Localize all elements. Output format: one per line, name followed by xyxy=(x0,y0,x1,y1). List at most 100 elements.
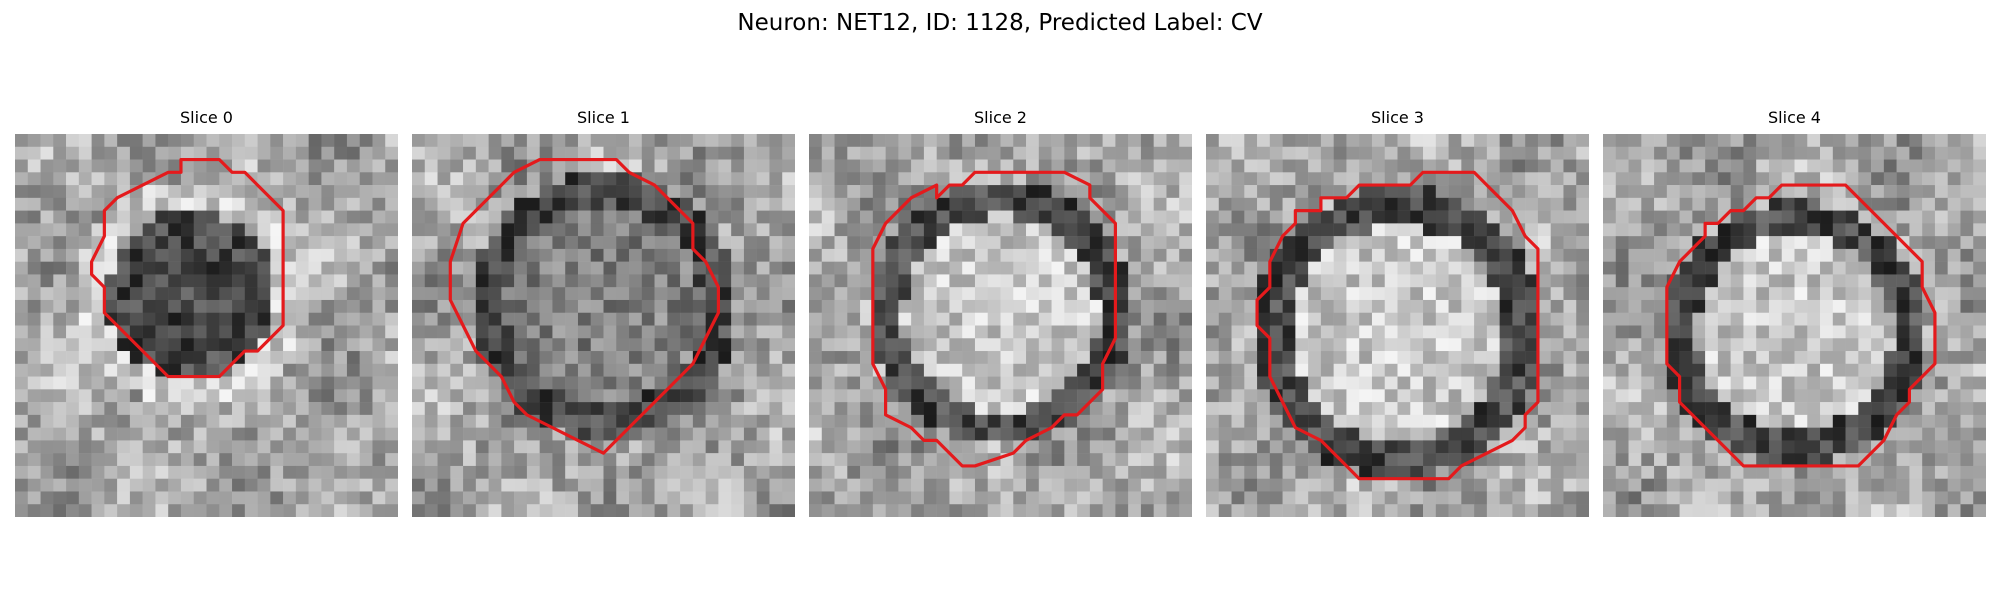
pixel xyxy=(590,453,604,467)
pixel xyxy=(514,363,528,377)
pixel xyxy=(1166,363,1180,377)
pixel xyxy=(1756,197,1770,211)
pixel xyxy=(526,478,540,492)
pixel xyxy=(1666,504,1680,517)
pixel xyxy=(809,146,823,160)
pixel xyxy=(488,325,502,339)
pixel xyxy=(346,465,360,479)
pixel xyxy=(1563,389,1577,403)
pixel xyxy=(1858,210,1872,224)
pixel xyxy=(718,185,732,199)
pixel xyxy=(1346,440,1360,454)
pixel xyxy=(1384,376,1398,390)
pixel xyxy=(1077,325,1091,339)
pixel xyxy=(872,504,886,517)
pixel xyxy=(911,248,925,262)
pixel xyxy=(1525,299,1539,313)
pixel xyxy=(15,427,29,441)
pixel xyxy=(1499,325,1513,339)
pixel xyxy=(974,134,988,148)
pixel xyxy=(1666,402,1680,416)
pixel xyxy=(1269,223,1283,237)
pixel xyxy=(1807,363,1821,377)
pixel xyxy=(308,414,322,428)
pixel xyxy=(1756,210,1770,224)
pixel xyxy=(936,351,950,365)
pixel xyxy=(104,414,118,428)
pixel xyxy=(219,427,233,441)
pixel xyxy=(1257,427,1271,441)
pixel xyxy=(78,185,92,199)
pixel xyxy=(936,223,950,237)
pixel xyxy=(1051,248,1065,262)
pixel xyxy=(743,465,757,479)
pixel xyxy=(1206,465,1220,479)
pixel xyxy=(1140,312,1154,326)
pixel xyxy=(15,210,29,224)
pixel xyxy=(1641,261,1655,275)
pixel xyxy=(1461,172,1475,186)
pixel xyxy=(270,185,284,199)
pixel xyxy=(1064,274,1078,288)
pixel xyxy=(1705,287,1719,301)
pixel xyxy=(1102,363,1116,377)
pixel xyxy=(1692,287,1706,301)
pixel xyxy=(1730,363,1744,377)
pixel xyxy=(1128,351,1142,365)
pixel xyxy=(743,325,757,339)
pixel xyxy=(412,351,426,365)
pixel xyxy=(731,172,745,186)
pixel xyxy=(1102,389,1116,403)
pixel xyxy=(1820,287,1834,301)
pixel xyxy=(244,159,258,173)
pixel xyxy=(1320,312,1334,326)
pixel xyxy=(501,325,515,339)
pixel xyxy=(1603,414,1617,428)
pixel xyxy=(1934,376,1948,390)
pixel xyxy=(142,261,156,275)
pixel xyxy=(1973,312,1986,326)
pixel xyxy=(539,465,553,479)
pixel xyxy=(1064,453,1078,467)
pixel xyxy=(860,185,874,199)
pixel xyxy=(437,427,451,441)
pixel xyxy=(385,402,398,416)
pixel xyxy=(1064,440,1078,454)
pixel xyxy=(346,440,360,454)
pixel xyxy=(552,185,566,199)
pixel xyxy=(692,223,706,237)
pixel xyxy=(616,223,630,237)
pixel xyxy=(1077,491,1091,505)
pixel xyxy=(1654,376,1668,390)
pixel xyxy=(1499,338,1513,352)
pixel xyxy=(1730,491,1744,505)
pixel xyxy=(1102,414,1116,428)
pixel xyxy=(104,465,118,479)
pixel xyxy=(782,414,795,428)
pixel xyxy=(705,299,719,313)
pixel xyxy=(206,376,220,390)
pixel xyxy=(155,440,169,454)
pixel xyxy=(1346,491,1360,505)
pixel xyxy=(129,363,143,377)
pixel xyxy=(1064,376,1078,390)
pixel xyxy=(129,287,143,301)
pixel xyxy=(359,504,373,517)
pixel xyxy=(1000,478,1014,492)
pixel xyxy=(1140,159,1154,173)
pixel xyxy=(782,223,795,237)
pixel xyxy=(1410,248,1424,262)
pixel xyxy=(1346,223,1360,237)
pixel xyxy=(1153,389,1167,403)
pixel xyxy=(1206,504,1220,517)
pixel xyxy=(53,299,67,313)
pixel xyxy=(1461,261,1475,275)
pixel xyxy=(1423,134,1437,148)
pixel xyxy=(526,185,540,199)
pixel xyxy=(1359,478,1373,492)
pixel xyxy=(104,134,118,148)
pixel xyxy=(565,389,579,403)
pixel xyxy=(1705,236,1719,250)
pixel xyxy=(1922,440,1936,454)
pixel xyxy=(1140,414,1154,428)
